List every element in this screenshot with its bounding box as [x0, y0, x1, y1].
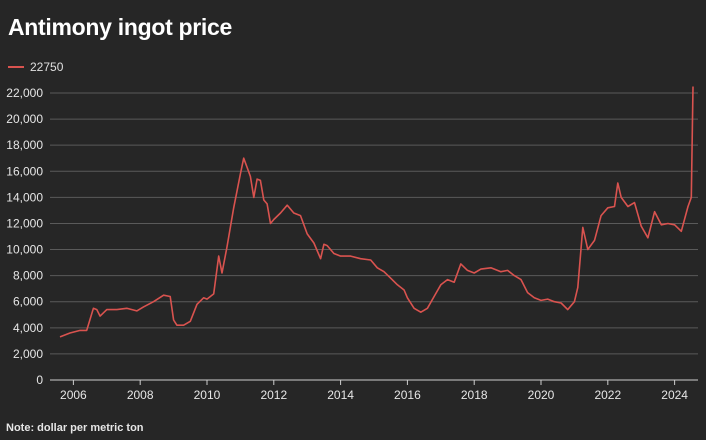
y-tick-label: 6,000 — [13, 295, 43, 309]
y-tick-label: 12,000 — [6, 216, 43, 230]
y-tick-label: 18,000 — [6, 138, 43, 152]
y-tick-label: 10,000 — [6, 243, 43, 257]
y-tick-label: 0 — [36, 373, 43, 387]
y-tick-label: 20,000 — [6, 112, 43, 126]
x-tick-label: 2018 — [461, 388, 488, 402]
y-tick-label: 8,000 — [13, 269, 43, 283]
legend-label: 22750 — [30, 60, 64, 74]
y-tick-label: 14,000 — [6, 190, 43, 204]
x-tick-label: 2006 — [60, 388, 87, 402]
y-tick-label: 22,000 — [6, 86, 43, 100]
y-tick-label: 2,000 — [13, 347, 43, 361]
series-layer — [59, 86, 694, 338]
x-tick-label: 2024 — [661, 388, 688, 402]
y-axis-tick-labels: 0 2,000 4,000 6,000 8,000 10,000 12,000 14,000 1… — [6, 86, 43, 387]
x-tick-label: 2022 — [594, 388, 621, 402]
x-axis: 2006 2008 2010 2012 2014 2016 2018 2020 2022 2024 — [50, 379, 698, 402]
x-tick-label: 2010 — [194, 388, 221, 402]
x-tick-label: 2016 — [394, 388, 421, 402]
legend-line-swatch — [8, 66, 24, 68]
y-tick-label: 4,000 — [13, 321, 43, 335]
footnote: Note: dollar per metric ton — [6, 422, 144, 434]
x-tick-label: 2012 — [260, 388, 287, 402]
y-tick-label: 16,000 — [6, 164, 43, 178]
x-tick-label: 2020 — [528, 388, 555, 402]
series-line-price — [59, 86, 694, 338]
x-tick-label: 2014 — [327, 388, 354, 402]
legend: 22750 — [8, 60, 63, 74]
chart-title: Antimony ingot price — [8, 14, 233, 40]
gridlines — [50, 92, 698, 355]
x-tick-label: 2008 — [127, 388, 154, 402]
